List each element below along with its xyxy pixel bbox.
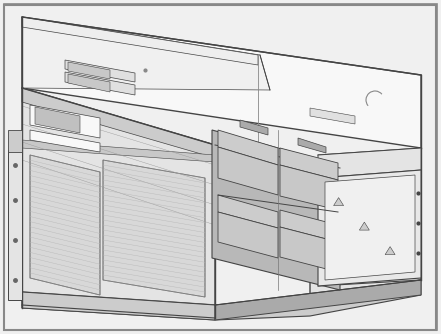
- Polygon shape: [8, 150, 22, 300]
- Polygon shape: [65, 60, 135, 82]
- Polygon shape: [318, 170, 421, 286]
- Polygon shape: [22, 88, 215, 158]
- Polygon shape: [310, 148, 421, 300]
- Polygon shape: [22, 292, 215, 320]
- Polygon shape: [280, 227, 338, 272]
- Polygon shape: [280, 148, 338, 180]
- Polygon shape: [385, 246, 395, 255]
- Polygon shape: [212, 130, 340, 290]
- Polygon shape: [333, 198, 344, 206]
- Polygon shape: [280, 210, 338, 242]
- Polygon shape: [22, 88, 215, 305]
- Polygon shape: [30, 130, 100, 152]
- Polygon shape: [8, 130, 22, 152]
- Polygon shape: [22, 17, 270, 90]
- Polygon shape: [310, 108, 355, 124]
- Polygon shape: [218, 147, 278, 195]
- Polygon shape: [22, 17, 258, 65]
- Polygon shape: [218, 195, 278, 228]
- Polygon shape: [65, 72, 135, 95]
- Polygon shape: [22, 280, 421, 320]
- Polygon shape: [318, 148, 421, 178]
- Polygon shape: [215, 280, 421, 320]
- Polygon shape: [218, 212, 278, 258]
- Polygon shape: [68, 74, 110, 92]
- Polygon shape: [103, 160, 205, 297]
- Polygon shape: [30, 155, 100, 295]
- Polygon shape: [325, 175, 415, 280]
- Polygon shape: [218, 130, 278, 165]
- Polygon shape: [30, 105, 100, 138]
- FancyBboxPatch shape: [4, 4, 437, 330]
- Polygon shape: [68, 62, 110, 79]
- Polygon shape: [280, 165, 338, 210]
- Polygon shape: [22, 17, 421, 148]
- Polygon shape: [359, 222, 370, 230]
- Polygon shape: [298, 138, 326, 153]
- Polygon shape: [22, 140, 215, 162]
- Polygon shape: [240, 120, 268, 135]
- Polygon shape: [35, 107, 80, 133]
